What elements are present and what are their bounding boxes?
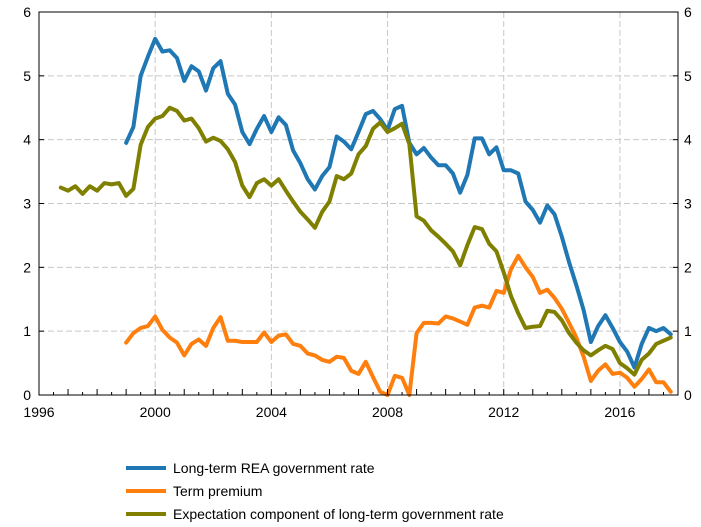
legend-label-2: Term premium <box>173 483 262 499</box>
legend-label-3: Expectation component of long-term gover… <box>173 506 504 522</box>
x-tick-label: 2004 <box>256 404 287 420</box>
y-tick-label-right: 3 <box>684 196 692 212</box>
y-tick-label-left: 3 <box>23 196 31 212</box>
x-tick-label: 2008 <box>372 404 403 420</box>
x-tick-label: 2012 <box>488 404 519 420</box>
series-line-3 <box>58 105 673 377</box>
x-tick-label: 2000 <box>140 404 171 420</box>
y-tick-label-left: 5 <box>23 68 31 84</box>
series-group <box>58 36 673 397</box>
y-tick-label-right: 4 <box>684 132 692 148</box>
y-tick-label-left: 1 <box>23 323 31 339</box>
y-tick-label-left: 0 <box>23 387 31 403</box>
axis-ticks <box>38 11 679 396</box>
legend-label-1: Long-term REA government rate <box>173 460 375 476</box>
tick-labels: 0 0 1 1 2 2 3 3 4 4 5 5 6 6 1996 2000 2004 2008 2012 2016 <box>23 4 692 420</box>
grid-lines <box>39 12 678 395</box>
y-tick-label-right: 5 <box>684 68 692 84</box>
y-tick-label-right: 0 <box>684 387 692 403</box>
y-tick-label-right: 2 <box>684 259 692 275</box>
legend: Long-term REA government rate Term premiu… <box>126 460 504 522</box>
y-tick-label-right: 6 <box>684 4 692 20</box>
y-tick-label-left: 6 <box>23 4 31 20</box>
x-tick-label: 2016 <box>604 404 635 420</box>
y-tick-label-left: 4 <box>23 132 31 148</box>
x-tick-label: 1996 <box>23 404 54 420</box>
y-tick-label-left: 2 <box>23 259 31 275</box>
y-tick-label-right: 1 <box>684 323 692 339</box>
series-line-1 <box>124 36 673 370</box>
